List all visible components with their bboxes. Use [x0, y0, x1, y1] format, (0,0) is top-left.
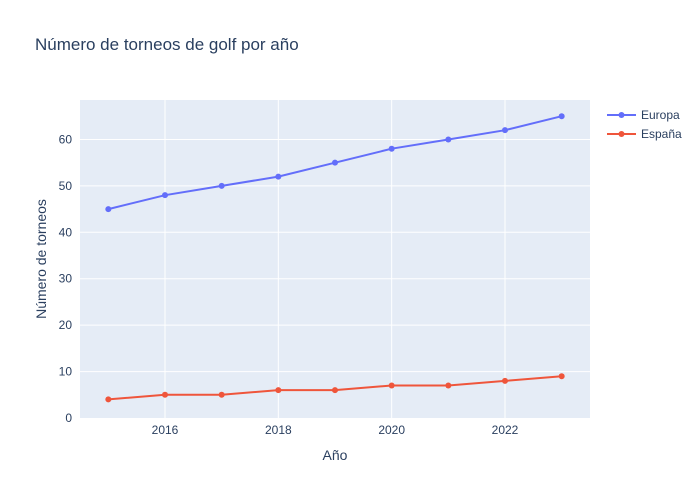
data-point[interactable] [275, 387, 282, 394]
legend-label: España [641, 127, 682, 141]
data-point[interactable] [332, 387, 338, 394]
legend-marker-swatch [618, 131, 625, 137]
x-tick-label: 2020 [378, 423, 405, 437]
x-axis-title: Año [323, 447, 348, 463]
legend-item-1[interactable]: Europa [607, 108, 680, 122]
data-point[interactable] [332, 159, 338, 166]
data-point[interactable] [275, 173, 282, 180]
grid-lines [80, 100, 590, 418]
data-point[interactable] [502, 377, 508, 384]
data-point[interactable] [218, 391, 225, 398]
data-point[interactable] [162, 391, 168, 398]
x-tick-label: 2016 [152, 423, 179, 437]
series-2 [105, 373, 565, 403]
data-point[interactable] [218, 182, 225, 189]
data-point[interactable] [558, 113, 565, 120]
y-tick-label: 50 [59, 179, 73, 193]
data-point[interactable] [445, 382, 452, 389]
tick-labels: 0 10 20 30 40 50 60 2016 2018 2020 2022 [59, 132, 519, 437]
data-point[interactable] [388, 382, 395, 389]
data-point[interactable] [162, 192, 168, 199]
data-point[interactable] [105, 206, 112, 213]
legend[interactable]: Europa España [607, 108, 682, 141]
data-point[interactable] [502, 127, 508, 134]
legend-item-2[interactable]: España [607, 127, 682, 141]
data-point[interactable] [105, 396, 112, 403]
y-tick-label: 30 [59, 272, 73, 286]
data-point[interactable] [445, 136, 452, 143]
y-axis-title: Número de torneos [33, 199, 49, 319]
x-tick-label: 2022 [492, 423, 519, 437]
y-tick-label: 60 [59, 132, 73, 146]
legend-marker-swatch [618, 112, 625, 118]
legend-label: Europa [641, 108, 680, 122]
y-tick-label: 10 [59, 365, 73, 379]
y-tick-label: 20 [59, 318, 73, 332]
plot-area [80, 100, 590, 418]
y-tick-label: 40 [59, 225, 73, 239]
data-point[interactable] [558, 373, 565, 380]
y-tick-label: 0 [65, 411, 72, 425]
series-1 [105, 113, 565, 213]
chart-title: Número de torneos de golf por año [35, 35, 299, 54]
data-point[interactable] [388, 145, 395, 152]
series-layer [105, 113, 565, 403]
x-tick-label: 2018 [265, 423, 292, 437]
